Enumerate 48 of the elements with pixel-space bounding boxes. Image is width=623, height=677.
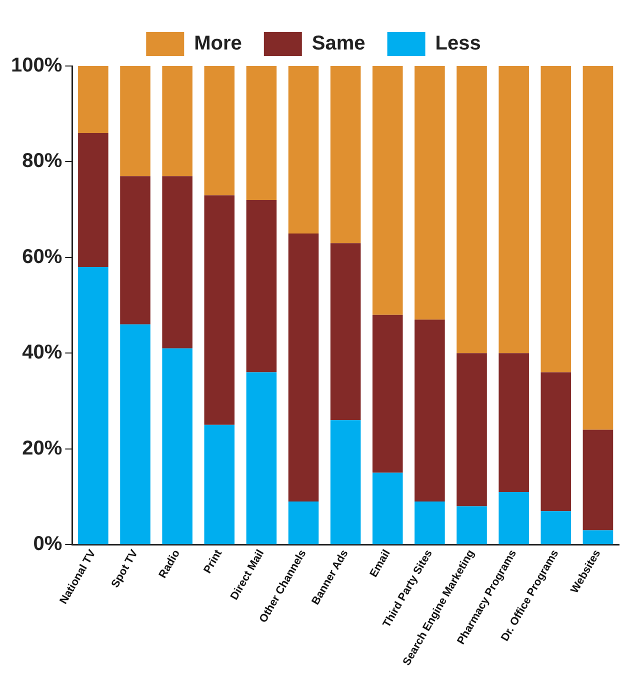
bar	[582, 430, 614, 530]
bar	[456, 353, 487, 506]
bar	[246, 372, 277, 544]
bar	[288, 234, 319, 502]
bar	[78, 133, 108, 268]
y-tick-label: 40%	[22, 342, 62, 364]
y-tick-label: 0%	[33, 533, 62, 556]
bar	[288, 502, 319, 544]
bar	[330, 420, 361, 544]
bar	[414, 502, 445, 544]
bar	[372, 472, 403, 544]
bar	[330, 243, 361, 420]
bar	[540, 511, 572, 544]
bar	[414, 66, 445, 320]
y-tick-label: 80%	[22, 150, 62, 172]
bar	[78, 66, 108, 133]
bar	[498, 492, 529, 544]
bar	[120, 176, 150, 324]
legend-label: Less	[435, 32, 481, 55]
bar	[330, 66, 361, 244]
bar	[162, 66, 192, 176]
bar	[162, 176, 192, 348]
bar	[78, 267, 108, 544]
bar	[246, 200, 277, 372]
bar	[372, 66, 403, 315]
bar	[204, 195, 235, 425]
bar	[498, 353, 529, 492]
legend-label: Same	[312, 32, 366, 55]
bar	[120, 324, 150, 544]
bar	[540, 372, 572, 512]
bar	[246, 66, 277, 200]
bar	[582, 66, 614, 430]
bar	[288, 66, 319, 234]
y-tick-label: 100%	[10, 54, 62, 77]
y-tick-label: 20%	[22, 437, 62, 460]
bar	[498, 66, 529, 354]
bar	[456, 506, 487, 544]
bar	[204, 66, 235, 196]
bar	[372, 314, 403, 473]
bar	[456, 66, 487, 354]
legend-label: More	[194, 32, 242, 55]
bar	[162, 348, 192, 544]
y-tick-label: 60%	[22, 246, 62, 268]
bar	[120, 66, 150, 176]
bar	[204, 424, 235, 544]
bar	[414, 320, 445, 502]
bar	[582, 530, 614, 544]
bar	[540, 66, 572, 372]
